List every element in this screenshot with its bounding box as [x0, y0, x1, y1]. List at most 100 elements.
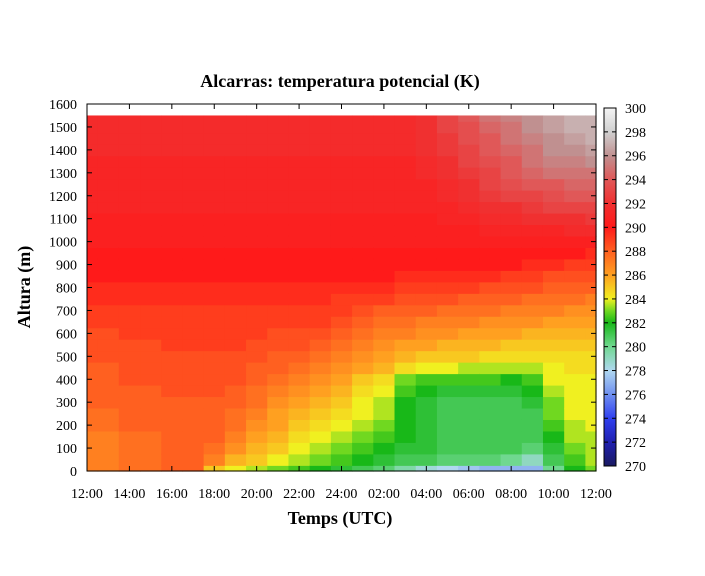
y-tick-label: 1300	[49, 167, 77, 182]
heatmap-cell	[203, 224, 226, 237]
heatmap-cell	[564, 212, 586, 226]
heatmap-cell	[118, 178, 141, 191]
heatmap-cell	[224, 167, 247, 180]
heatmap-cell	[436, 212, 459, 226]
heatmap-cell	[203, 419, 226, 432]
heatmap-cell	[373, 201, 396, 214]
heatmap-cell	[352, 419, 374, 432]
heatmap-cell	[542, 155, 565, 168]
heatmap-cell	[458, 304, 480, 317]
heatmap-cell	[182, 144, 205, 157]
heatmap-cell	[224, 407, 247, 420]
heatmap-cell	[309, 224, 332, 237]
heatmap-cell	[542, 270, 565, 283]
x-tick-label: 12:00	[71, 487, 103, 502]
heatmap-cell	[97, 281, 120, 294]
heatmap-cell	[373, 235, 396, 248]
heatmap-cell	[140, 316, 162, 329]
heatmap-cell	[330, 247, 353, 260]
heatmap-cell	[182, 258, 205, 271]
heatmap-cell	[373, 190, 396, 203]
heatmap-cell	[585, 362, 597, 375]
heatmap-cell	[564, 339, 586, 352]
heatmap-cell	[564, 247, 586, 260]
heatmap-cell	[352, 190, 374, 203]
heatmap-cell	[267, 190, 290, 203]
heatmap-cell	[373, 396, 396, 409]
heatmap-cell	[373, 407, 396, 420]
heatmap-cell	[182, 407, 205, 420]
heatmap-cell	[182, 453, 205, 466]
heatmap-cell	[267, 121, 290, 134]
heatmap-cell	[288, 155, 311, 168]
heatmap-cell	[118, 121, 141, 134]
heatmap-cell	[161, 373, 184, 386]
heatmap-cell	[87, 442, 99, 455]
heatmap-cell	[436, 224, 459, 237]
heatmap-cell	[182, 304, 205, 317]
heatmap-cell	[87, 247, 99, 260]
heatmap-cell	[224, 304, 247, 317]
colorbar-tick-label: 288	[625, 245, 646, 260]
heatmap-cell	[118, 442, 141, 455]
heatmap-cell	[542, 167, 565, 180]
x-tick-label: 16:00	[156, 487, 188, 502]
heatmap-cell	[458, 327, 480, 340]
heatmap-cell	[140, 430, 162, 443]
heatmap-cell	[436, 465, 459, 472]
heatmap-cell	[500, 178, 523, 191]
heatmap-cell	[161, 304, 184, 317]
heatmap-cell	[203, 327, 226, 340]
heatmap-cell	[394, 115, 417, 122]
heatmap-cell	[118, 384, 141, 398]
colorbar-tick-label: 274	[625, 412, 646, 427]
heatmap-cell	[436, 362, 459, 375]
heatmap-cell	[182, 350, 205, 363]
y-tick-label: 1500	[49, 121, 77, 136]
heatmap-cell	[161, 281, 184, 294]
colorbar-tick-label: 272	[625, 436, 646, 451]
colorbar-tick-label: 284	[625, 293, 646, 308]
heatmap-cell	[521, 327, 544, 340]
heatmap-cell	[118, 316, 141, 329]
heatmap-cell	[542, 224, 565, 237]
heatmap-cell	[224, 235, 247, 248]
heatmap-cell	[224, 362, 247, 375]
heatmap-cell	[521, 144, 544, 157]
heatmap-cell	[161, 155, 184, 168]
heatmap-cell	[415, 224, 438, 237]
heatmap-cell	[436, 121, 459, 134]
heatmap-cell	[203, 281, 226, 294]
heatmap-cell	[564, 281, 586, 294]
heatmap-cell	[436, 407, 459, 420]
heatmap-cell	[352, 235, 374, 248]
y-tick-label: 700	[56, 304, 77, 319]
heatmap-cell	[415, 201, 438, 214]
heatmap-cell	[267, 419, 290, 432]
heatmap-cell	[330, 453, 353, 466]
heatmap-cell	[182, 465, 205, 472]
heatmap-cell	[373, 304, 396, 317]
heatmap-cell	[140, 362, 162, 375]
heatmap-cell	[373, 224, 396, 237]
heatmap-cell	[246, 396, 268, 409]
heatmap-cell	[564, 121, 586, 134]
heatmap-cell	[140, 304, 162, 317]
heatmap-cell	[267, 430, 290, 443]
heatmap-cell	[182, 178, 205, 191]
heatmap-cell	[542, 396, 565, 409]
heatmap-cell	[373, 350, 396, 363]
heatmap-cell	[564, 235, 586, 248]
heatmap-cell	[458, 362, 480, 375]
heatmap-cell	[97, 121, 120, 134]
heatmap-cell	[373, 327, 396, 340]
colorbar	[603, 107, 617, 467]
y-tick-label: 100	[56, 442, 77, 457]
heatmap-cell	[564, 224, 586, 237]
heatmap-cell	[203, 407, 226, 420]
heatmap-cell	[140, 155, 162, 168]
heatmap-cell	[542, 362, 565, 375]
heatmap-cell	[458, 212, 480, 226]
heatmap-cell	[161, 224, 184, 237]
heatmap-cell	[394, 350, 417, 363]
